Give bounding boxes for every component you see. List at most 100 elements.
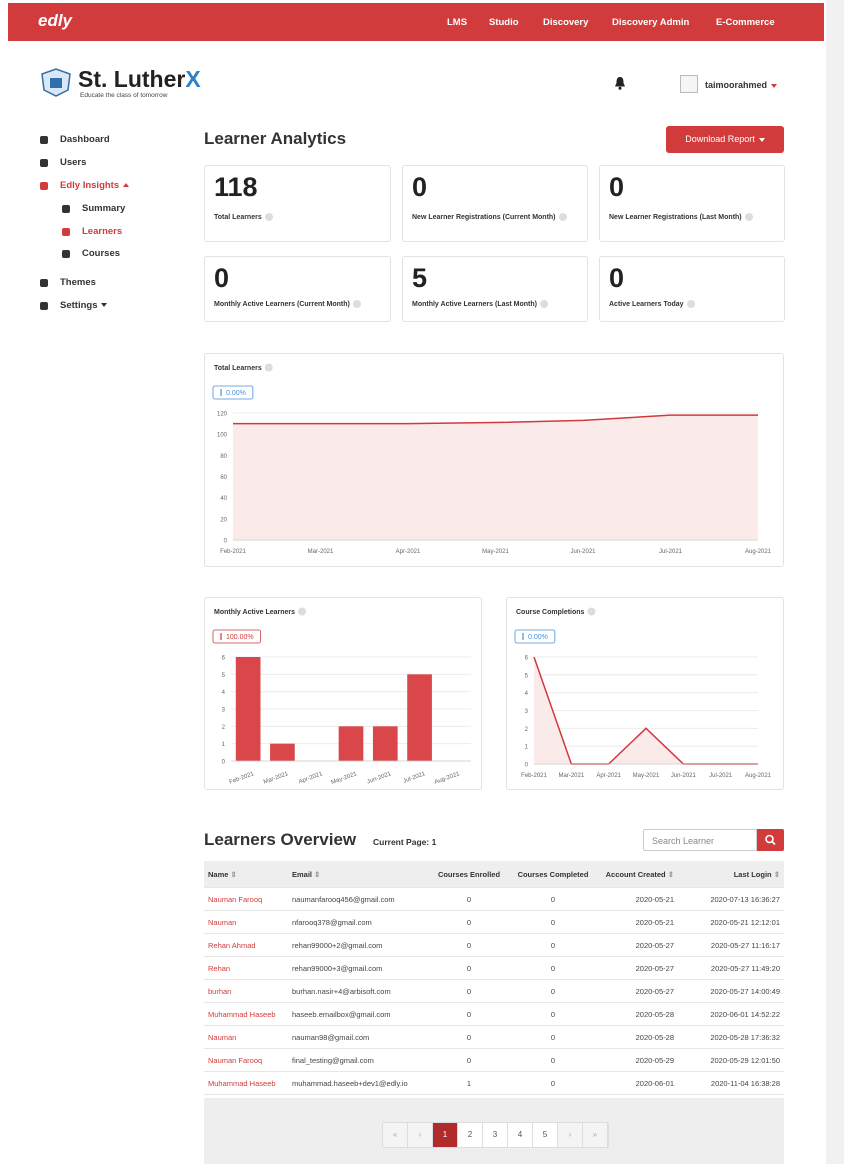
nav-link[interactable]: E-Commerce xyxy=(716,17,775,28)
y-tick-label: 80 xyxy=(220,454,227,460)
chart-badge: 100.00% xyxy=(226,634,254,641)
table-cell: 0 xyxy=(430,956,508,980)
brand-crest xyxy=(41,68,71,97)
nav-link[interactable]: Studio xyxy=(489,17,519,28)
page-button[interactable]: 5 xyxy=(533,1123,558,1147)
sidebar-item[interactable]: Edly Insights xyxy=(60,180,130,191)
page-button[interactable]: 1 xyxy=(433,1123,458,1147)
stat-value: 0 xyxy=(412,172,428,202)
table-cell: haseeb.emailbox@gmail.com xyxy=(288,1002,430,1026)
page-button[interactable]: 3 xyxy=(483,1123,508,1147)
area xyxy=(534,657,758,764)
notifications-icon[interactable] xyxy=(614,76,626,90)
sidebar-label: Settings xyxy=(60,300,98,311)
table-cell: 0 xyxy=(430,979,508,1003)
y-tick-label: 100 xyxy=(217,433,228,439)
table-cell: nauman98@gmail.com xyxy=(288,1025,430,1049)
chart: Course Completions 0.00% 0 1 2 3 4 5 6 Feb-2021 Ma… xyxy=(514,607,772,779)
brand-tagline: Educate the class of tomorrow xyxy=(80,92,168,99)
x-tick-label: Jul-2021 xyxy=(403,771,427,785)
learner-name-link[interactable]: Muhammad Haseeb xyxy=(204,1002,288,1026)
y-tick-label: 0 xyxy=(222,760,226,766)
learner-name-link[interactable]: Rehan xyxy=(204,956,288,980)
page-button[interactable]: 2 xyxy=(458,1123,483,1147)
x-tick-label: Aug-2021 xyxy=(745,549,772,555)
sidebar-icon xyxy=(40,136,48,144)
sidebar-label: Themes xyxy=(60,277,96,288)
sidebar-item[interactable]: Courses xyxy=(82,248,120,259)
y-tick-label: 3 xyxy=(222,708,226,714)
y-tick-label: 40 xyxy=(220,496,227,502)
learner-name-link[interactable]: Muhammad Haseeb xyxy=(204,1071,288,1095)
table-cell: 2020-05-29 xyxy=(598,1048,678,1072)
nav-link[interactable]: Discovery Admin xyxy=(612,17,690,28)
user-menu[interactable]: taimoorahmed xyxy=(705,80,778,90)
user-avatar[interactable] xyxy=(680,75,698,93)
sidebar-icon xyxy=(40,302,48,310)
table-cell: 0 xyxy=(508,1002,598,1026)
y-tick-label: 4 xyxy=(525,691,529,697)
sidebar-item[interactable]: Themes xyxy=(60,277,96,288)
table-cell: 2020-05-28 xyxy=(598,1002,678,1026)
y-tick-label: 0 xyxy=(224,539,228,545)
sidebar-item[interactable]: Dashboard xyxy=(60,134,110,145)
column-header[interactable]: Courses Completed xyxy=(508,861,598,888)
learner-name-link[interactable]: Nauman Farooq xyxy=(204,1048,288,1072)
x-tick-label: May-2021 xyxy=(331,771,359,786)
learner-name-link[interactable]: Nauman Farooq xyxy=(204,887,288,911)
logo[interactable]: edly xyxy=(38,11,73,30)
search-placeholder: Search Learner xyxy=(652,836,715,846)
bar xyxy=(338,726,364,761)
stat-label: Total Learners xyxy=(214,212,382,223)
sidebar-item[interactable]: Summary xyxy=(82,203,125,214)
page-button[interactable]: ‹ xyxy=(408,1123,433,1147)
column-header[interactable]: Last Login xyxy=(678,861,784,888)
x-tick-label: Jun-2021 xyxy=(671,773,697,779)
page-button[interactable]: « xyxy=(383,1123,408,1147)
column-header[interactable]: Courses Enrolled xyxy=(430,861,508,888)
nav-link[interactable]: Discovery xyxy=(543,17,589,28)
column-header[interactable]: Email xyxy=(288,861,430,888)
help-icon xyxy=(352,300,361,309)
x-tick-label: May-2021 xyxy=(482,549,509,555)
table-cell: 2020-05-28 xyxy=(598,1025,678,1049)
sidebar-item[interactable]: Settings xyxy=(60,300,108,311)
chart: Monthly Active Learners 100.00% 0 1 2 3 4 5 6 Feb… xyxy=(212,607,471,786)
learner-name-link[interactable]: burhan xyxy=(204,979,288,1003)
stat-label: Active Learners Today xyxy=(609,299,776,310)
learner-name-link[interactable]: Nauman xyxy=(204,1025,288,1049)
sidebar-item[interactable]: Learners xyxy=(82,226,122,237)
stat-value: 5 xyxy=(412,263,428,293)
x-tick-label: Mar-2021 xyxy=(558,773,584,779)
table-row: Rehan rehan99000+3@gmail.com 0 0 2020-05-27 2… xyxy=(204,956,784,980)
y-tick-label: 120 xyxy=(217,412,228,418)
y-tick-label: 2 xyxy=(525,727,529,733)
x-tick-label: Feb-2021 xyxy=(220,549,246,555)
learner-name-link[interactable]: Rehan Ahmad xyxy=(204,933,288,957)
column-header[interactable]: Name xyxy=(204,861,288,888)
table-cell: 2020-05-21 xyxy=(598,887,678,911)
x-tick-label: Jul-2021 xyxy=(659,549,683,555)
learner-name-link[interactable]: Nauman xyxy=(204,910,288,934)
page-button[interactable]: » xyxy=(583,1123,608,1147)
x-tick-label: Aug-2021 xyxy=(745,773,772,779)
download-report-button[interactable]: Download Report xyxy=(666,126,784,153)
x-tick-label: Mar-2021 xyxy=(308,549,334,555)
y-tick-label: 1 xyxy=(525,745,529,751)
x-tick-label: Apr-2021 xyxy=(396,549,421,555)
sidebar-label: Dashboard xyxy=(60,134,110,145)
table-row: Nauman Farooq naumanfarooq456@gmail.com 0 0… xyxy=(204,887,784,911)
stat-value: 0 xyxy=(609,263,625,293)
stat-label-text: New Learner Registrations (Last Month) xyxy=(609,214,742,221)
nav-link[interactable]: LMS xyxy=(447,17,468,28)
table-body: Nauman Farooq naumanfarooq456@gmail.com 0 0… xyxy=(204,887,784,1117)
search-button[interactable] xyxy=(757,829,784,851)
page-button[interactable]: 4 xyxy=(508,1123,533,1147)
page-button[interactable]: › xyxy=(558,1123,583,1147)
search-input[interactable]: Search Learner xyxy=(643,829,757,851)
bar xyxy=(235,657,261,761)
sidebar-item[interactable]: Users xyxy=(60,157,86,168)
bar xyxy=(407,674,432,761)
column-header[interactable]: Account Created xyxy=(598,861,678,888)
